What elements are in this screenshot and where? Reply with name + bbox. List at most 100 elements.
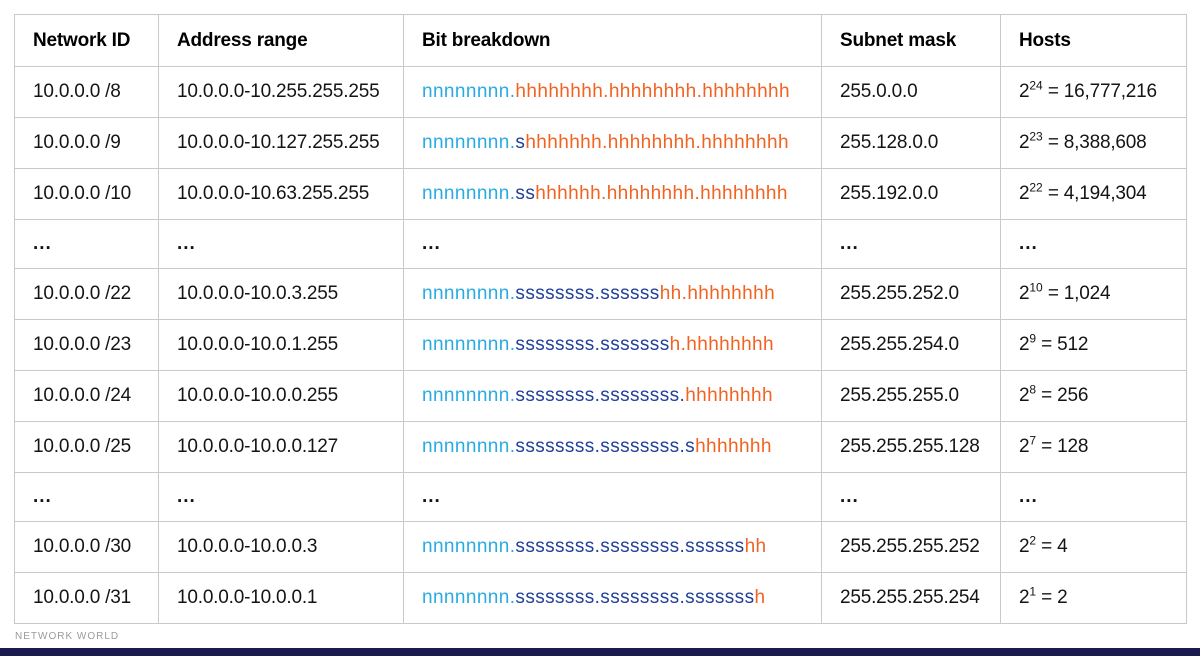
bit-segment-n: nnnnnnnn. [422,385,516,406]
subnet-mask-cell: 255.255.255.254 [821,572,1001,624]
bit-segment-n: nnnnnnnn. [422,536,516,557]
subnet-mask-cell: ... [821,219,1001,269]
table-row: 10.0.0.0 /24 10.0.0.0-10.0.0.255 nnnnnnnn.… [14,370,1187,422]
bit-segment-h: hh [744,536,767,557]
bit-segment-n: nnnnnnnn. [422,587,516,608]
bit-segment-s: s [515,132,526,153]
header-bit-breakdown: Bit breakdown [403,14,822,67]
address-range-cell: 10.0.0.0-10.255.255.255 [158,66,404,118]
address-range-cell: 10.0.0.0-10.0.0.255 [158,370,404,422]
bit-breakdown-cell: ... [403,219,822,269]
bit-breakdown-cell: nnnnnnnn.ssssssss.ssssssss.sssssshh [403,521,822,573]
subnet-table: Network ID Address range Bit breakdown S… [14,14,1187,624]
bit-segment-h: h [754,587,766,608]
hosts-cell: 22 = 4 [1000,521,1187,573]
bit-segment-n: nnnnnnnn. [422,183,516,204]
hosts-cell: 21 = 2 [1000,572,1187,624]
bit-segment-h: h.hhhhhhhh [669,334,774,355]
subnet-mask-cell: 255.128.0.0 [821,117,1001,169]
table-row: 10.0.0.0 /22 10.0.0.0-10.0.3.255 nnnnnnnn.… [14,268,1187,320]
subnet-mask-cell: ... [821,472,1001,522]
address-range-cell: 10.0.0.0-10.0.3.255 [158,268,404,320]
table-row: 10.0.0.0 /23 10.0.0.0-10.0.1.255 nnnnnnnn.… [14,319,1187,371]
subnet-mask-cell: 255.255.254.0 [821,319,1001,371]
address-range-cell: 10.0.0.0-10.0.0.3 [158,521,404,573]
hosts-cell: ... [1000,219,1187,269]
bit-segment-k: ... [422,233,441,254]
header-row: Network ID Address range Bit breakdown S… [14,14,1187,67]
hosts-exponent: 8 [1029,382,1037,397]
hosts-cell: 29 = 512 [1000,319,1187,371]
hosts-cell: 27 = 128 [1000,421,1187,473]
address-range-cell: 10.0.0.0-10.0.0.1 [158,572,404,624]
subnet-mask-cell: 255.192.0.0 [821,168,1001,220]
table-row: 10.0.0.0 /10 10.0.0.0-10.63.255.255 nnnnnn… [14,168,1187,220]
subnet-mask-cell: 255.255.255.252 [821,521,1001,573]
brand-bar [0,648,1200,656]
hosts-cell: 223 = 8,388,608 [1000,117,1187,169]
hosts-cell: ... [1000,472,1187,522]
bit-segment-n: nnnnnnnn. [422,436,516,457]
bit-segment-n: nnnnnnnn. [422,81,516,102]
network-id-cell: 10.0.0.0 /10 [14,168,159,220]
bit-segment-s: ss [515,183,536,204]
table-row: ............... [14,472,1187,522]
address-range-cell: 10.0.0.0-10.0.0.127 [158,421,404,473]
bit-breakdown-cell: nnnnnnnn.ssssssss.sssssshh.hhhhhhhh [403,268,822,320]
bit-segment-s: ssssssss.ssssssss.s [515,436,696,457]
subnet-mask-cell: 255.255.255.0 [821,370,1001,422]
hosts-exponent: 9 [1029,331,1037,346]
bit-segment-n: nnnnnnnn. [422,283,516,304]
subnet-mask-cell: 255.255.255.128 [821,421,1001,473]
hosts-exponent: 1 [1029,584,1037,599]
bit-segment-h: hh.hhhhhhhh [659,283,776,304]
bit-breakdown-cell: nnnnnnnn.hhhhhhhh.hhhhhhhh.hhhhhhhh [403,66,822,118]
bit-segment-s: ssssssss.ssssssss.sssssss [515,587,755,608]
network-id-cell: 10.0.0.0 /30 [14,521,159,573]
bit-segment-h: hhhhhhhh [685,385,773,406]
bit-breakdown-cell: nnnnnnnn.shhhhhhh.hhhhhhhh.hhhhhhhh [403,117,822,169]
hosts-exponent: 22 [1029,180,1043,195]
bit-breakdown-cell: nnnnnnnn.sshhhhhh.hhhhhhhh.hhhhhhhh [403,168,822,220]
network-id-cell: 10.0.0.0 /31 [14,572,159,624]
network-id-cell: 10.0.0.0 /22 [14,268,159,320]
hosts-cell: 224 = 16,777,216 [1000,66,1187,118]
hosts-exponent: 24 [1029,78,1043,93]
hosts-cell: 210 = 1,024 [1000,268,1187,320]
bit-breakdown-cell: nnnnnnnn.ssssssss.ssssssss.sssssssh [403,572,822,624]
bit-breakdown-cell: nnnnnnnn.ssssssss.sssssssh.hhhhhhhh [403,319,822,371]
table-row: 10.0.0.0 /31 10.0.0.0-10.0.0.1 nnnnnnnn.ss… [14,572,1187,624]
bit-segment-k: ... [422,486,441,507]
bit-segment-s: ssssssss.ssssss [515,283,660,304]
bit-segment-h: hhhhhh.hhhhhhhh.hhhhhhhh [535,183,788,204]
table-row: ............... [14,219,1187,269]
hosts-exponent: 23 [1029,129,1043,144]
header-subnet-mask: Subnet mask [821,14,1001,67]
network-id-cell: ... [14,472,159,522]
bit-breakdown-cell: nnnnnnnn.ssssssss.ssssssss.hhhhhhhh [403,370,822,422]
network-id-cell: ... [14,219,159,269]
bit-segment-s: ssssssss.ssssssss. [515,385,686,406]
address-range-cell: ... [158,219,404,269]
bit-segment-s: ssssssss.sssssss [515,334,670,355]
table-row: 10.0.0.0 /30 10.0.0.0-10.0.0.3 nnnnnnnn.ss… [14,521,1187,573]
address-range-cell: 10.0.0.0-10.0.1.255 [158,319,404,371]
bit-segment-n: nnnnnnnn. [422,334,516,355]
table-row: 10.0.0.0 /8 10.0.0.0-10.255.255.255 nnnnnn… [14,66,1187,118]
bit-segment-n: nnnnnnnn. [422,132,516,153]
header-network-id: Network ID [14,14,159,67]
subnet-mask-cell: 255.255.252.0 [821,268,1001,320]
bit-segment-h: hhhhhhh [695,436,772,457]
hosts-cell: 222 = 4,194,304 [1000,168,1187,220]
bit-segment-h: hhhhhhhh.hhhhhhhh.hhhhhhhh [515,81,790,102]
network-id-cell: 10.0.0.0 /8 [14,66,159,118]
header-hosts: Hosts [1000,14,1187,67]
address-range-cell: ... [158,472,404,522]
address-range-cell: 10.0.0.0-10.127.255.255 [158,117,404,169]
address-range-cell: 10.0.0.0-10.63.255.255 [158,168,404,220]
network-id-cell: 10.0.0.0 /9 [14,117,159,169]
source-credit: NETWORK WORLD [15,631,120,642]
hosts-exponent: 2 [1029,533,1037,548]
bit-segment-h: hhhhhhh.hhhhhhhh.hhhhhhhh [525,132,789,153]
